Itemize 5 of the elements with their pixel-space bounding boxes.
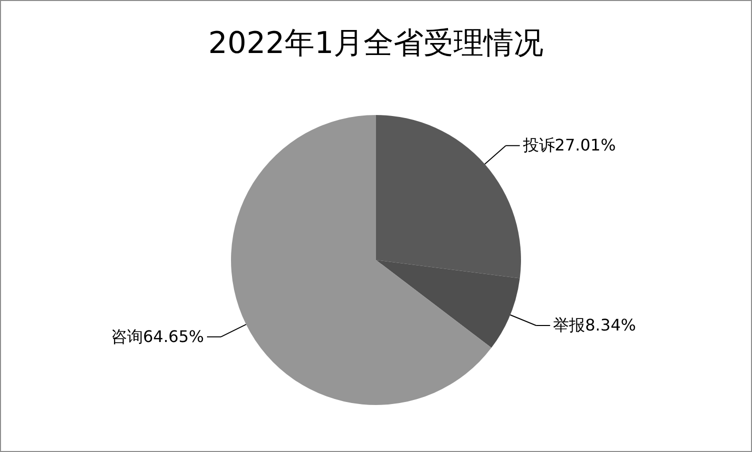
- slice-label: 咨询64.65%: [110, 326, 204, 346]
- slice-label: 投诉27.01%: [522, 136, 616, 155]
- slice-label: 举报8.34%: [553, 316, 636, 334]
- pie-slice: [231, 115, 492, 405]
- chart-title: 2022年1月全省受理情况: [208, 26, 544, 61]
